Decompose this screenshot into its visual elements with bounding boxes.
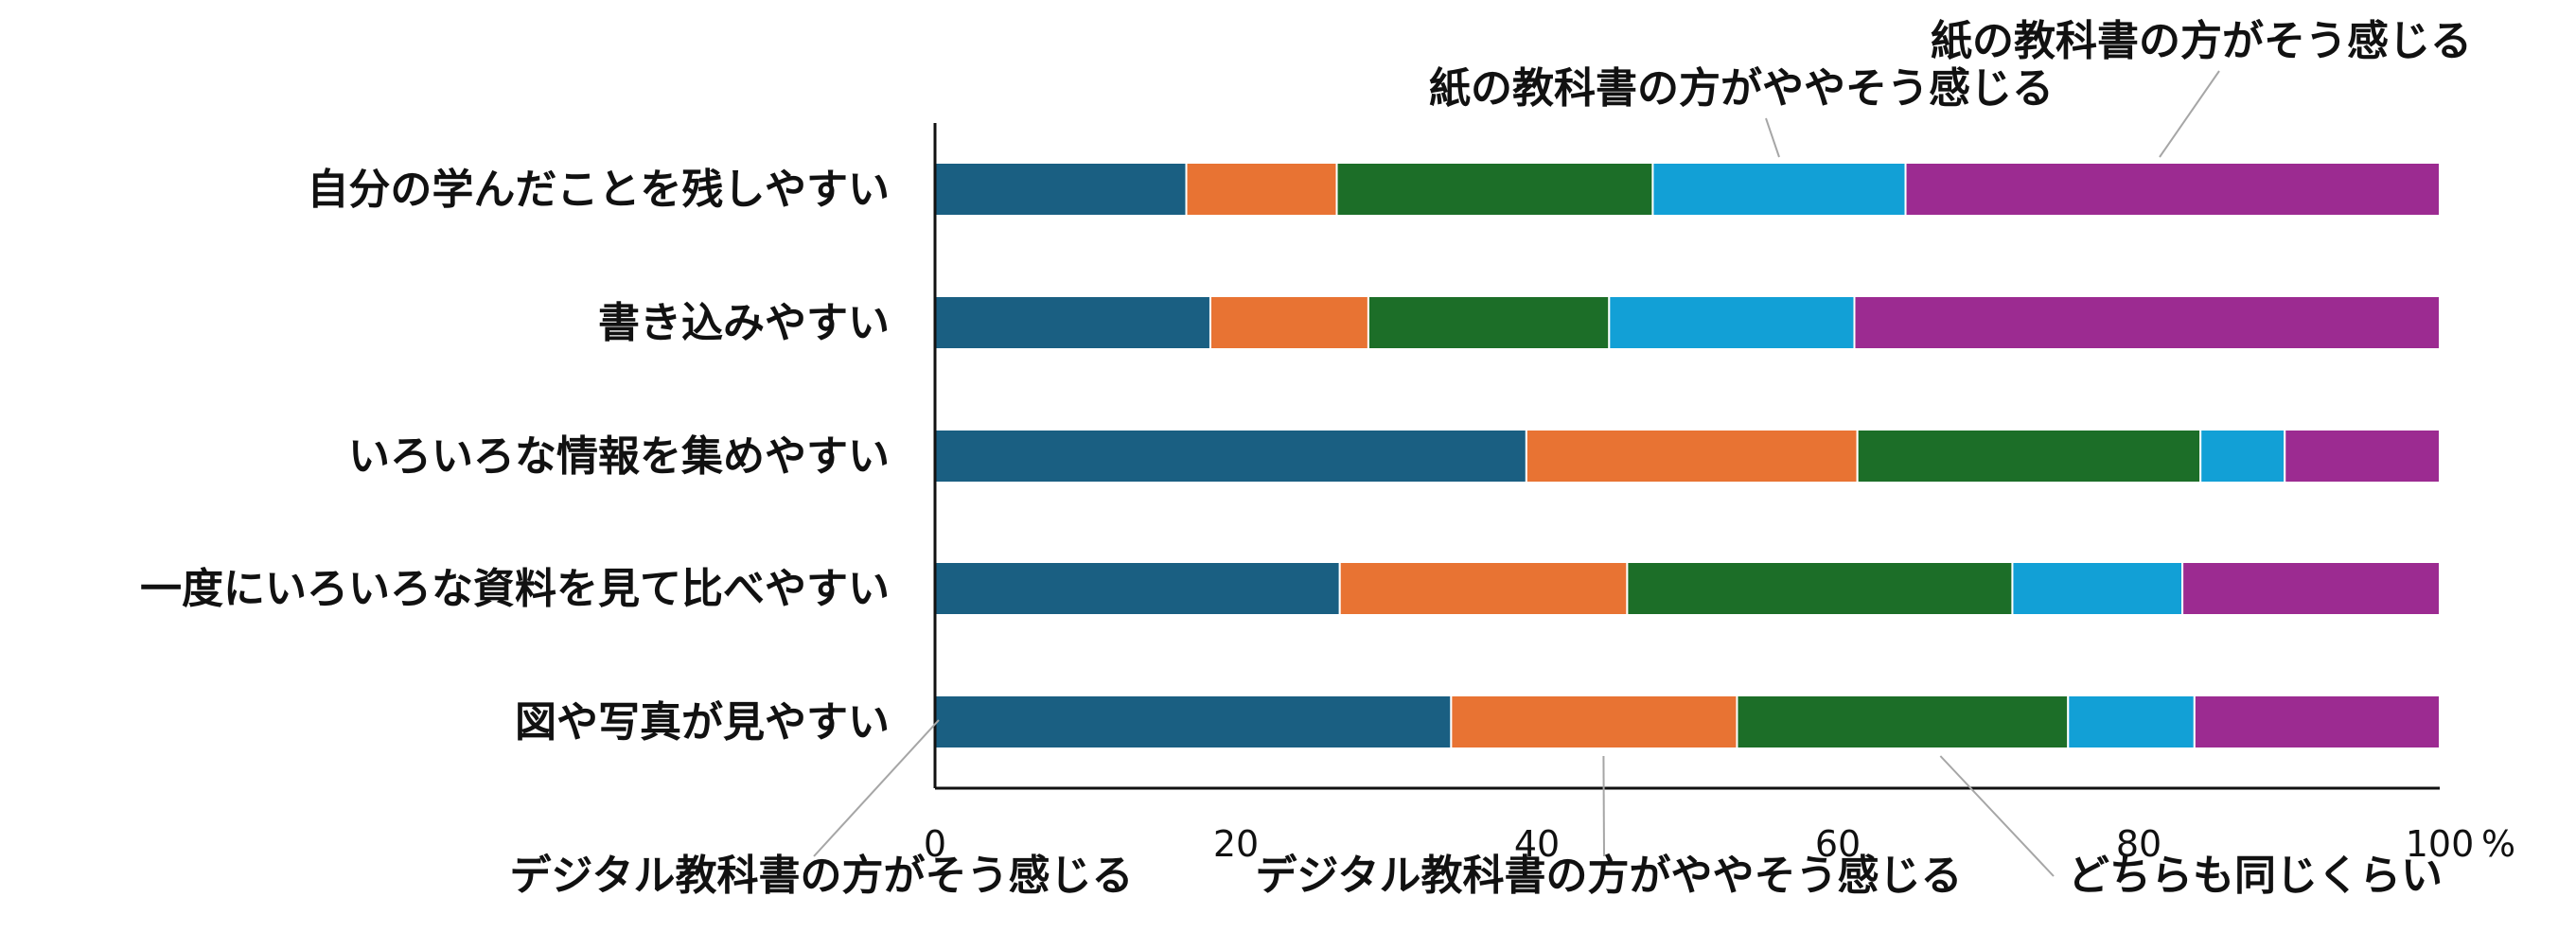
bar-segment-4-5: [2181, 561, 2442, 616]
bar-segment-1-5: [1904, 162, 2442, 217]
bar-segment-5-1: [934, 695, 1453, 749]
bar-segment-1-1: [934, 162, 1188, 217]
bar-segment-2-3: [1367, 295, 1611, 350]
bar-segment-2-5: [1853, 295, 2441, 350]
legend-label-5: 紙の教科書の方がそう感じる: [1931, 17, 2472, 65]
x-tick-labels: 0 20 40 60 80 100%: [924, 823, 2515, 865]
x-tick-label: 20: [1213, 823, 1259, 865]
bar-segment-5-3: [1736, 695, 2070, 749]
bar-segment-3-1: [934, 429, 1527, 484]
category-label: 書き込みやすい: [598, 299, 890, 347]
bar-segment-1-3: [1335, 162, 1654, 217]
x-tick-label: 80: [2116, 823, 2161, 865]
bar-segment-4-3: [1626, 561, 2014, 616]
category-label: いろいろな情報を集めやすい: [348, 432, 890, 481]
bar-segment-1-2: [1185, 162, 1338, 217]
bar-segment-4-1: [934, 561, 1341, 616]
x-tick-label: 100: [2406, 823, 2475, 865]
x-tick-label: 0: [924, 823, 946, 865]
category-labels: 自分の学んだことを残しやすい書き込みやすいいろいろな情報を集めやすい一度にいろい…: [140, 166, 890, 747]
bar-segment-1-4: [1651, 162, 1907, 217]
bar-segment-3-3: [1856, 429, 2202, 484]
legend-label-3: どちらも同じくらい: [2068, 852, 2443, 900]
legend-leader-line-5: [2159, 70, 2220, 158]
bar-segment-2-4: [1608, 295, 1856, 350]
bar-segment-4-4: [2011, 561, 2184, 616]
callout-legend: デジタル教科書の方がそう感じる デジタル教科書の方がややそう感じる どちらも同じくら…: [509, 17, 2472, 900]
bar-segment-2-2: [1209, 295, 1369, 350]
legend-leader-line-1: [813, 719, 940, 857]
bars-layer: [934, 162, 2442, 749]
x-tick-label: 40: [1514, 823, 1560, 865]
axes-layer: [933, 123, 2440, 790]
bar-segment-3-5: [2284, 429, 2441, 484]
legend-leader-line-2: [1602, 755, 1605, 857]
legend-leader-line-3: [1939, 755, 2055, 877]
bar-segment-5-5: [2193, 695, 2442, 749]
x-tick-label: 60: [1815, 823, 1861, 865]
bar-segment-2-1: [934, 295, 1211, 350]
x-unit-label: %: [2481, 823, 2515, 865]
legend-label-4: 紙の教科書の方がややそう感じる: [1429, 64, 2054, 113]
bar-segment-3-2: [1525, 429, 1859, 484]
legend-label-2: デジタル教科書の方がややそう感じる: [1255, 852, 1962, 900]
category-label: 図や写真が見やすい: [515, 698, 890, 747]
legend-leader-line-4: [1765, 117, 1780, 158]
legend-label-1: デジタル教科書の方がそう感じる: [509, 852, 1133, 900]
bar-segment-3-4: [2199, 429, 2286, 484]
bar-segment-5-4: [2067, 695, 2196, 749]
category-label: 一度にいろいろな資料を見て比べやすい: [140, 565, 890, 613]
bar-segment-5-2: [1450, 695, 1738, 749]
category-label: 自分の学んだことを残しやすい: [307, 166, 890, 214]
bar-segment-4-2: [1338, 561, 1629, 616]
